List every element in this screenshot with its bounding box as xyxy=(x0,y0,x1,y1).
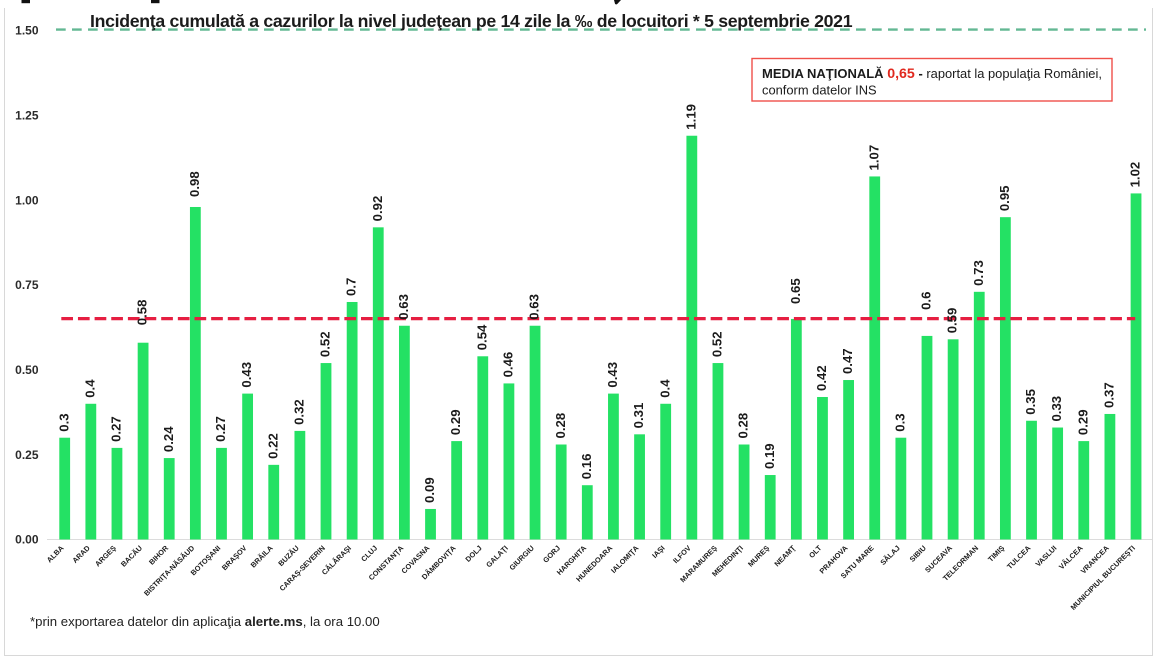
svg-text:0.52: 0.52 xyxy=(710,331,725,357)
svg-text:*prin exportarea datelor din: *prin exportarea datelor din aplicaţia a… xyxy=(30,614,380,629)
svg-text:0.33: 0.33 xyxy=(1049,396,1064,422)
svg-text:0.28: 0.28 xyxy=(553,413,568,439)
svg-text:0.29: 0.29 xyxy=(448,409,463,435)
svg-text:1.19: 1.19 xyxy=(683,104,698,130)
svg-text:conform datelor INS: conform datelor INS xyxy=(762,83,877,98)
svg-text:0.28: 0.28 xyxy=(736,413,751,439)
svg-text:0.37: 0.37 xyxy=(1102,382,1117,408)
svg-text:0.35: 0.35 xyxy=(1023,389,1038,415)
svg-text:0.31: 0.31 xyxy=(631,403,646,429)
svg-text:0.63: 0.63 xyxy=(396,294,411,320)
svg-text:MEDIA NAŢIONALĂ 0,65 - raporta: MEDIA NAŢIONALĂ 0,65 - raportat la popul… xyxy=(762,66,1102,82)
svg-text:0.58: 0.58 xyxy=(135,300,150,326)
svg-text:1.02: 1.02 xyxy=(1128,162,1143,188)
svg-text:0.63: 0.63 xyxy=(527,294,542,320)
svg-text:0.09: 0.09 xyxy=(422,477,437,503)
svg-text:0.73: 0.73 xyxy=(971,260,986,286)
svg-text:0.47: 0.47 xyxy=(840,348,855,374)
svg-text:0.6: 0.6 xyxy=(919,292,934,310)
svg-text:1.07: 1.07 xyxy=(866,145,881,171)
svg-text:0.54: 0.54 xyxy=(474,324,489,350)
svg-text:0.75: 0.75 xyxy=(15,278,39,292)
svg-text:0.3: 0.3 xyxy=(56,413,71,431)
svg-text:0.32: 0.32 xyxy=(291,399,306,425)
svg-text:0.92: 0.92 xyxy=(370,196,385,222)
svg-text:0.43: 0.43 xyxy=(605,362,620,388)
svg-text:0.50: 0.50 xyxy=(15,363,39,377)
svg-text:0.27: 0.27 xyxy=(213,416,228,442)
svg-text:0.95: 0.95 xyxy=(997,185,1012,211)
svg-text:0.46: 0.46 xyxy=(501,352,516,378)
svg-text:Incidenţa cumulată a cazurilor: Incidenţa cumulată a cazurilor la nivel … xyxy=(90,11,853,31)
svg-text:1.50: 1.50 xyxy=(15,24,39,38)
svg-text:0.4: 0.4 xyxy=(82,379,97,398)
svg-text:0.27: 0.27 xyxy=(109,416,124,442)
svg-text:0.98: 0.98 xyxy=(187,171,202,197)
svg-text:0.65: 0.65 xyxy=(788,278,803,304)
svg-text:0.4: 0.4 xyxy=(657,379,672,398)
svg-text:0.43: 0.43 xyxy=(239,362,254,388)
svg-text:0.16: 0.16 xyxy=(579,454,594,480)
svg-text:0.25: 0.25 xyxy=(15,448,39,462)
svg-text:0.29: 0.29 xyxy=(1075,409,1090,435)
svg-text:0.00: 0.00 xyxy=(15,533,39,547)
svg-text:0.22: 0.22 xyxy=(265,433,280,459)
svg-text:0.42: 0.42 xyxy=(814,365,829,391)
svg-text:0.59: 0.59 xyxy=(945,308,960,334)
svg-text:0.52: 0.52 xyxy=(318,331,333,357)
svg-text:1.00: 1.00 xyxy=(15,193,39,207)
svg-text:0.19: 0.19 xyxy=(762,443,777,469)
svg-text:0.3: 0.3 xyxy=(892,413,907,431)
svg-text:0.7: 0.7 xyxy=(344,278,359,296)
svg-text:0.24: 0.24 xyxy=(161,426,176,452)
svg-text:1.25: 1.25 xyxy=(15,109,39,123)
